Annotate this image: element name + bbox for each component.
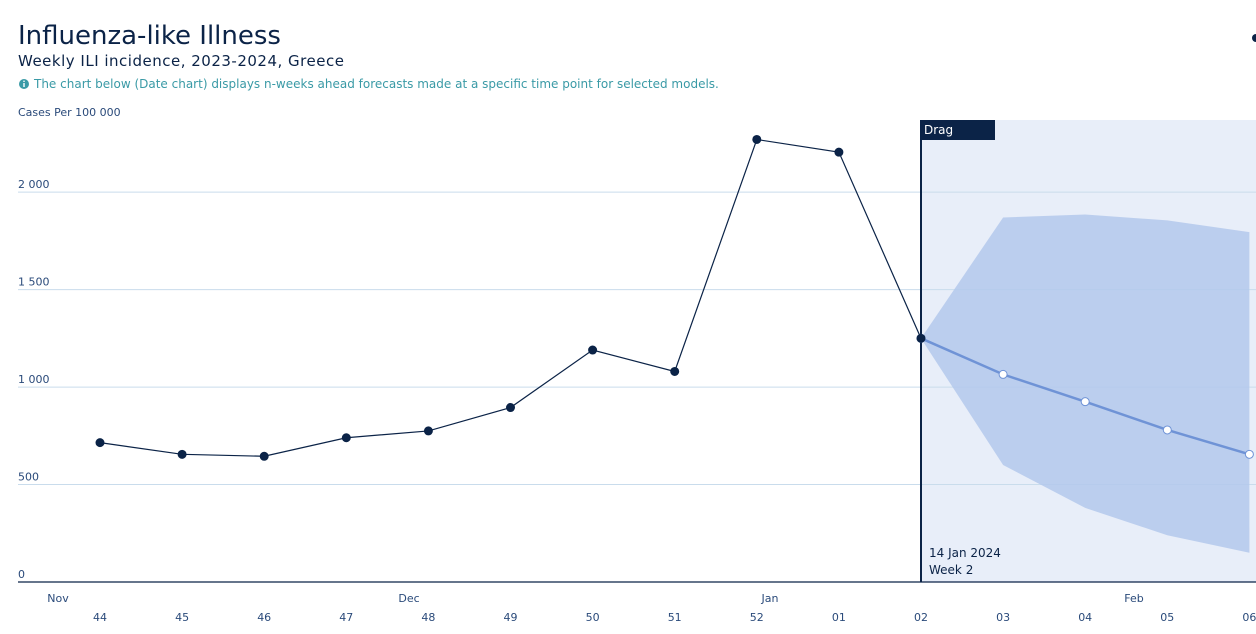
info-icon-glyph — [23, 83, 25, 87]
observed-line-point — [834, 147, 844, 157]
x-tick-label: 01 — [832, 611, 846, 624]
forecast-line-point — [1080, 397, 1090, 407]
info-icon-glyph — [23, 80, 25, 82]
marker-week: Week 2 — [929, 563, 973, 577]
x-tick-label: 45 — [175, 611, 189, 624]
chart-title: Influenza-like Illness — [18, 21, 281, 51]
chart-subtitle: Weekly ILI incidence, 2023-2024, Greece — [18, 52, 344, 70]
observed-line-point — [95, 438, 105, 448]
observed-line-point — [588, 345, 598, 355]
settings-icon[interactable] — [1252, 34, 1256, 42]
y-tick-label: 2 000 — [18, 178, 50, 191]
x-tick-label: 06 — [1242, 611, 1256, 624]
x-tick-label: 52 — [750, 611, 764, 624]
month-label: Feb — [1124, 592, 1143, 605]
observed-line-point — [506, 403, 515, 413]
observed-line-point — [177, 449, 187, 459]
observed-line-point — [916, 333, 926, 343]
observed-line-point — [670, 366, 680, 376]
y-tick-label: 1 500 — [18, 276, 50, 289]
observed-line-point — [259, 451, 269, 461]
y-tick-label: 0 — [18, 568, 25, 581]
month-label: Nov — [47, 592, 69, 605]
x-tick-label: 51 — [668, 611, 682, 624]
x-tick-label: 44 — [93, 611, 107, 624]
month-label: Dec — [398, 592, 419, 605]
drag-label: Drag — [924, 123, 953, 137]
x-tick-label: 50 — [586, 611, 600, 624]
month-label: Jan — [761, 592, 779, 605]
forecast-line-point — [998, 369, 1008, 379]
observed-line-point — [752, 134, 762, 144]
x-tick-label: 46 — [257, 611, 271, 624]
y-axis-label: Cases Per 100 000 — [18, 106, 121, 119]
observed-line-point — [423, 426, 433, 436]
x-tick-label: 04 — [1078, 611, 1092, 624]
forecast-interval — [921, 214, 1250, 553]
y-tick-label: 1 000 — [18, 373, 50, 386]
x-tick-label: 03 — [996, 611, 1010, 624]
x-tick-label: 47 — [339, 611, 353, 624]
x-tick-label: 49 — [504, 611, 518, 624]
forecast-line-point — [1162, 425, 1172, 435]
x-tick-label: 05 — [1160, 611, 1174, 624]
y-tick-label: 500 — [18, 471, 39, 484]
x-tick-label: 02 — [914, 611, 928, 624]
drag-handle[interactable] — [921, 120, 995, 140]
x-tick-label: 48 — [421, 611, 435, 624]
forecast-line-point — [1244, 449, 1254, 459]
marker-date: 14 Jan 2024 — [929, 546, 1001, 560]
info-note: The chart below (Date chart) displays n-… — [33, 77, 719, 91]
observed-line-point — [341, 433, 351, 443]
